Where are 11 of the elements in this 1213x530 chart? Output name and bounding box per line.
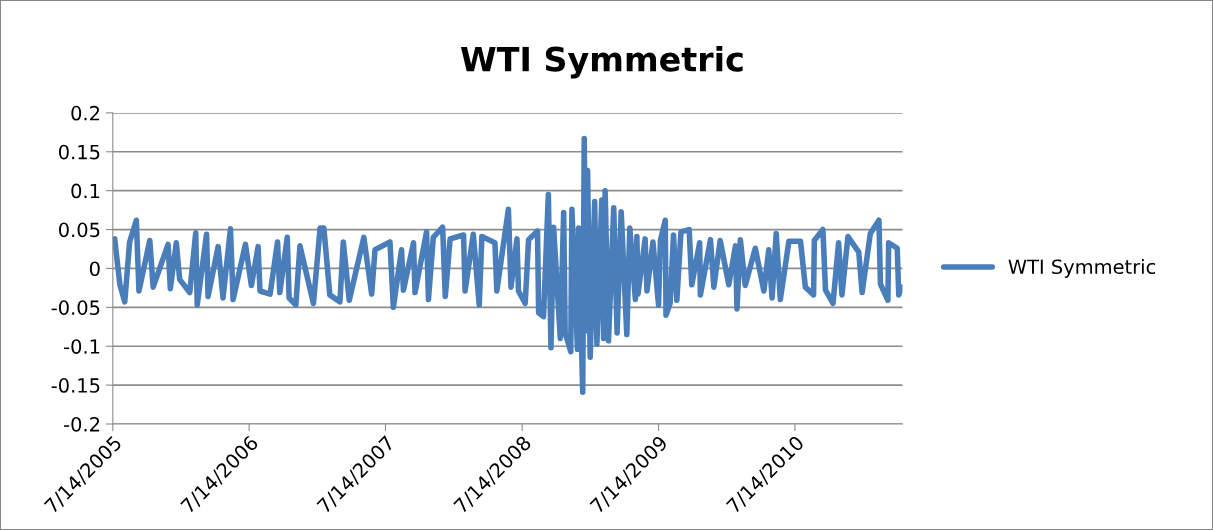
legend-label: WTI Symmetric — [1008, 259, 1156, 278]
y-tick-label: -0.05 — [51, 300, 100, 315]
y-tick-label: 0.15 — [58, 144, 100, 160]
y-tick-label: 0.2 — [71, 105, 100, 121]
y-tick-label: 0.1 — [71, 183, 100, 199]
y-tick-label: 0 — [89, 261, 100, 277]
chart-title: WTI Symmetric — [460, 45, 743, 79]
y-tick-label: -0.1 — [64, 339, 100, 354]
y-tick-label: -0.2 — [64, 416, 100, 432]
y-tick-label: 0.05 — [58, 222, 100, 238]
y-tick-label: -0.15 — [51, 378, 100, 393]
